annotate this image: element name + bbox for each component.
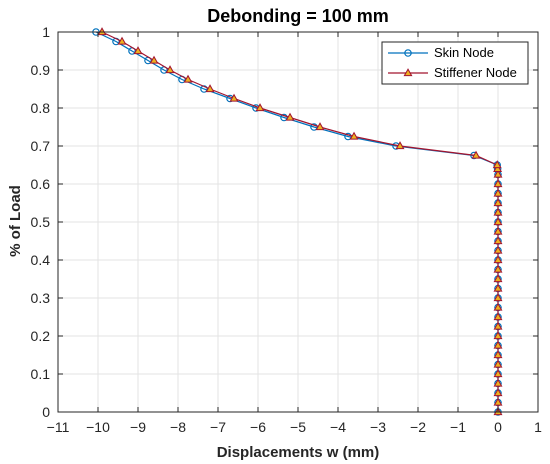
data-point-skin [280,113,288,122]
x-tick-label: −9 [130,419,146,435]
data-point-stiffener [493,378,503,387]
data-point-stiffener [493,226,503,235]
data-point-stiffener [493,217,503,226]
data-point-stiffener [471,150,481,159]
data-point-stiffener [255,103,265,112]
x-axis-label: Displacements w (mm) [217,444,380,461]
data-point-stiffener [493,350,503,359]
x-tick-label: −3 [370,419,386,435]
data-point-stiffener [493,302,503,311]
data-point-stiffener [493,293,503,302]
legend-box [381,41,529,85]
x-tick-label: −11 [47,419,70,435]
x-tick-label: 1 [534,419,542,435]
x-tick-label: −5 [290,419,306,435]
data-point-skin [310,123,318,131]
chart-title: Debonding = 100 mm [207,6,389,26]
data-point-stiffener [493,198,503,207]
data-point-stiffener [149,55,159,64]
x-tick-label: −6 [250,419,266,435]
data-point-stiffener [229,93,239,102]
x-tick-label: 0 [494,419,502,435]
legend-label-stiffener: Stiffener Node [434,65,517,80]
data-point-stiffener [133,46,143,55]
y-tick-label: 0.6 [31,176,51,192]
y-tick-label: 0.8 [31,100,51,116]
data-point-stiffener [183,74,193,83]
data-point-stiffener [492,160,502,169]
data-point-stiffener [493,283,503,292]
data-point-stiffener [349,131,359,140]
data-point-skin [344,132,352,141]
data-point-stiffener [493,331,503,340]
data-point-stiffener [493,188,503,197]
series-stiffener [97,27,503,416]
data-point-stiffener [395,141,405,150]
data-point-stiffener [493,179,503,188]
legend-marker-stiffener [403,68,413,77]
y-tick-label: 0.5 [31,214,51,230]
data-point-stiffener [493,264,503,273]
y-tick-label: 0.3 [31,290,51,306]
data-point-stiffener [493,312,503,321]
data-point-stiffener [205,84,215,93]
legend-marker-symbol-stiffener [403,68,413,77]
legend-label-skin: Skin Node [434,45,494,60]
y-tick-label: 0 [42,404,50,420]
axis-ticks: −11 −10 −9 −8 −7 −6 −5 −4 −3 −2 −1 0 100.10.20.30.40… [31,24,543,435]
data-point-stiffener [165,65,175,74]
legend: Skin Node Stiffener Node [381,41,529,85]
data-point-stiffener [97,27,107,36]
y-axis-label: % of Load [7,185,24,257]
data-point-stiffener [493,207,503,216]
data-point-stiffener [493,163,503,172]
data-point-stiffener [315,122,325,131]
data-point-stiffener [285,112,295,121]
y-tick-label: 0.9 [31,62,51,78]
x-tick-label: −4 [330,419,346,435]
y-tick-label: 0.7 [31,138,51,154]
y-tick-label: 0.2 [31,328,51,344]
x-tick-label: −2 [410,419,426,435]
data-point-stiffener [493,255,503,264]
grid [57,31,539,413]
x-tick-label: −7 [210,419,226,435]
data-point-stiffener [493,388,503,397]
data-point-stiffener [117,36,127,45]
data-point-stiffener [493,245,503,254]
x-tick-label: −8 [170,419,186,435]
y-tick-label: 0.4 [31,252,51,268]
data-point-stiffener [493,359,503,368]
legend-marker-skin [404,49,412,57]
y-tick-label: 1 [42,24,50,40]
data-point-stiffener [493,369,503,378]
x-tick-label: −10 [86,419,110,435]
data-point-stiffener [493,340,503,349]
data-point-stiffener [493,169,503,178]
x-tick-label: −1 [450,419,466,435]
legend-marker-symbol-skin [404,49,412,57]
data-point-stiffener [493,321,503,330]
data-point-stiffener [493,397,503,406]
series-group [92,27,503,416]
data-point-stiffener [493,236,503,245]
y-tick-label: 0.1 [31,366,51,382]
data-point-stiffener [493,274,503,283]
